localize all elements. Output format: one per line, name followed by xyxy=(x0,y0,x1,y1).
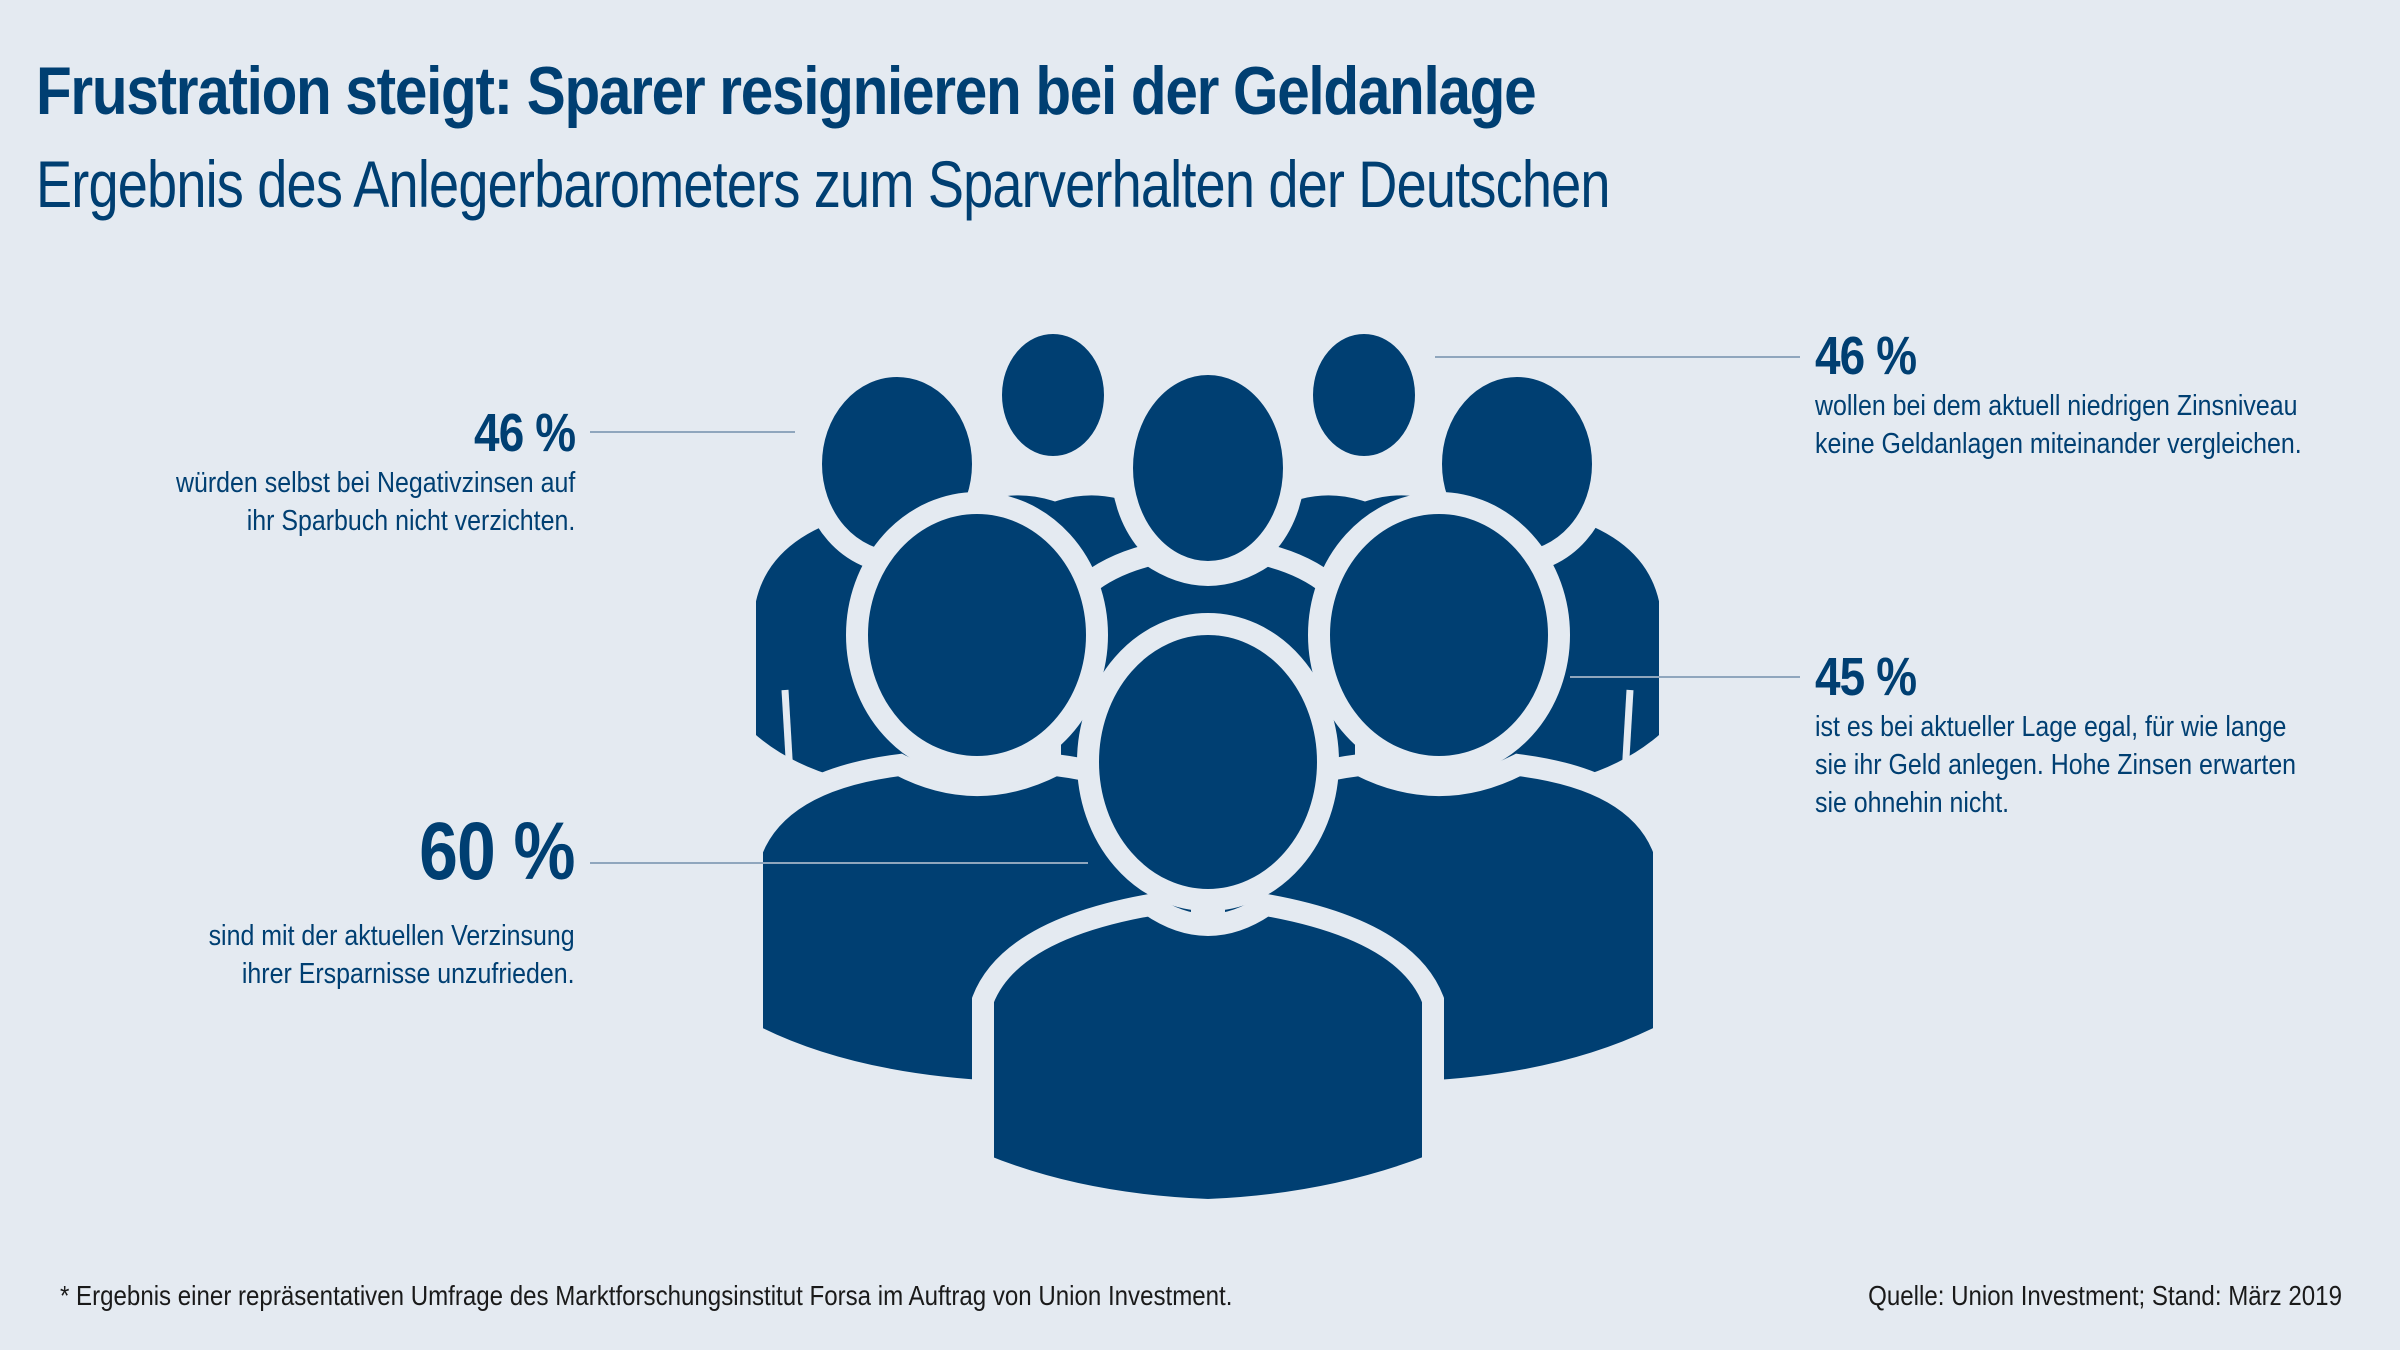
person-head xyxy=(1111,353,1305,583)
stat-zinsniveau: 46 % wollen bei dem aktuell niedrigen Zi… xyxy=(1815,325,2381,463)
page-title: Frustration steigt: Sparer resignieren b… xyxy=(36,53,1537,129)
person-head xyxy=(1077,613,1339,911)
stat-text-line: ist es bei aktueller Lage egal, für wie … xyxy=(1815,711,2287,743)
stat-value: 46 % xyxy=(473,403,576,463)
person-body xyxy=(972,893,1444,1222)
stat-value: 60 % xyxy=(419,806,576,897)
stat-text-line: sie ihr Geld anlegen. Hohe Zinsen erwart… xyxy=(1815,749,2297,781)
arm-line xyxy=(781,689,794,776)
person-head xyxy=(1308,492,1570,778)
footnote: * Ergebnis einer repräsentativen Umfrage… xyxy=(60,1280,1233,1311)
stat-anlagedauer: 45 % ist es bei aktueller Lage egal, für… xyxy=(1815,646,2374,822)
stat-text-line: ihr Sparbuch nicht verzichten. xyxy=(246,505,575,537)
page-subtitle: Ergebnis des Anlegerbarometers zum Sparv… xyxy=(36,147,1610,221)
stat-text-line: würden selbst bei Negativzinsen auf xyxy=(175,467,575,499)
stat-value: 46 % xyxy=(1815,326,1917,386)
arm-line xyxy=(826,1059,839,1196)
person-head xyxy=(980,312,1126,478)
source-note: Quelle: Union Investment; Stand: März 20… xyxy=(1868,1280,2342,1311)
stat-text-line: wollen bei dem aktuell niedrigen Zinsniv… xyxy=(1815,390,2298,422)
stat-value: 45 % xyxy=(1815,647,1917,707)
arm-line xyxy=(1621,689,1634,776)
stat-text-line: sind mit der aktuellen Verzinsung xyxy=(209,920,575,952)
person-head xyxy=(846,492,1108,778)
stat-negativzinsen: 46 % würden selbst bei Negativzinsen auf… xyxy=(111,402,576,540)
stat-text-line: sie ohnehin nicht. xyxy=(1815,787,2010,819)
arm-line xyxy=(1577,1059,1590,1196)
stat-text-line: ihrer Ersparnisse unzufrieden. xyxy=(242,958,575,990)
arm-lines xyxy=(781,689,1634,1196)
stat-text-line: keine Geldanlagen miteinander vergleiche… xyxy=(1815,428,2302,460)
stat-verzinsung: 60 % sind mit der aktuellen Verzinsung i… xyxy=(149,805,576,993)
person-front-center xyxy=(972,613,1444,1222)
person-head xyxy=(1291,312,1437,478)
